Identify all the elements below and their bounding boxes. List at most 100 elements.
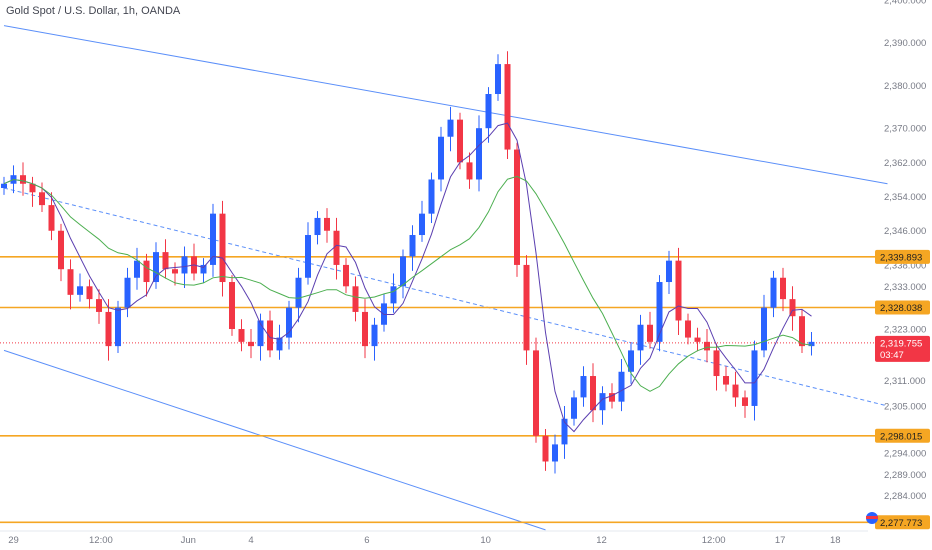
candle-body xyxy=(314,217,321,236)
candle xyxy=(143,253,150,297)
candle xyxy=(115,300,121,353)
level-price-tag: 2,277.773 xyxy=(875,515,930,530)
price-tags: 2,339.893 2,328.038 2,298.015 2,277.773 2,31… xyxy=(875,249,930,530)
candle xyxy=(210,203,216,277)
channel-mid-line xyxy=(3,187,888,407)
candle-body xyxy=(305,235,311,278)
candle-body xyxy=(618,371,625,402)
candle xyxy=(153,242,159,289)
x-tick-label: 18 xyxy=(830,535,841,546)
x-tick-label: 12:00 xyxy=(89,535,113,546)
candle-body xyxy=(390,286,397,304)
candle-body xyxy=(105,311,112,347)
candle-body xyxy=(713,350,720,377)
candle xyxy=(466,152,473,189)
candle-body xyxy=(134,260,140,278)
candle-body xyxy=(267,320,273,351)
candle xyxy=(457,112,463,170)
candle xyxy=(257,313,264,361)
candle xyxy=(770,270,777,318)
time-axis[interactable]: 29 12:00 Jun 4 6 10 12 12:00 17 18 xyxy=(8,535,840,546)
candle-body xyxy=(229,282,235,330)
candle xyxy=(362,299,368,359)
x-tick-label: 12 xyxy=(596,535,607,546)
candle-body xyxy=(77,286,83,295)
candle xyxy=(732,371,739,407)
candle-body xyxy=(457,119,463,163)
y-tick-label: 2,400.000 xyxy=(884,0,926,7)
channel-upper-line xyxy=(3,25,888,185)
level-tag-label: 2,339.893 xyxy=(880,252,922,263)
candle-body xyxy=(761,307,767,351)
candle-body xyxy=(257,320,264,347)
candle xyxy=(780,267,786,312)
candle-body xyxy=(685,320,691,338)
level-price-tag: 2,339.893 xyxy=(875,249,930,264)
x-tick-label: 17 xyxy=(775,535,786,546)
candle xyxy=(514,142,520,277)
candle xyxy=(105,299,112,361)
candle-body xyxy=(419,213,425,236)
candle-body xyxy=(343,264,349,287)
logo-icon xyxy=(866,512,878,524)
candle-body xyxy=(153,252,159,283)
candle xyxy=(48,192,55,241)
candle-body xyxy=(219,213,226,283)
candle-body xyxy=(742,397,748,406)
candle-body xyxy=(751,350,758,406)
candle-body xyxy=(48,205,55,231)
candle xyxy=(485,87,492,143)
candle-body xyxy=(704,341,710,351)
candle xyxy=(96,289,102,324)
candle-body xyxy=(504,64,511,150)
y-tick-label: 2,362.000 xyxy=(884,158,926,169)
candle xyxy=(666,250,672,294)
candle-body xyxy=(333,230,340,265)
candle-body xyxy=(514,149,520,265)
candlesticks xyxy=(1,51,815,474)
candle xyxy=(542,429,549,471)
candle xyxy=(647,311,653,349)
last-price-countdown: 03:47 xyxy=(880,350,904,361)
candle xyxy=(685,313,691,345)
candle xyxy=(191,243,197,281)
candle xyxy=(77,273,83,302)
candle xyxy=(229,275,235,336)
y-tick-label: 2,354.000 xyxy=(884,192,926,203)
y-tick-label: 2,380.000 xyxy=(884,81,926,92)
slow-moving-average xyxy=(3,175,812,392)
candle xyxy=(409,225,416,271)
candle xyxy=(333,217,340,280)
candle-body xyxy=(628,350,634,372)
candle-body xyxy=(694,337,701,342)
candle xyxy=(305,222,311,285)
candle-body xyxy=(571,397,577,419)
candle-body xyxy=(96,299,102,312)
candle-body xyxy=(371,324,378,347)
candle-body xyxy=(428,179,435,214)
candle xyxy=(295,267,302,323)
candle xyxy=(789,286,796,331)
candle xyxy=(181,246,188,289)
candle-body xyxy=(770,277,777,308)
candle xyxy=(552,434,558,474)
candle xyxy=(533,337,539,443)
candle-body xyxy=(324,217,330,231)
candle-body xyxy=(238,329,245,342)
candle xyxy=(86,279,93,309)
level-tag-label: 2,277.773 xyxy=(880,518,922,529)
price-axis[interactable]: 2,400.000 2,390.000 2,380.000 2,370.000 2,36… xyxy=(884,0,926,502)
candle-body xyxy=(248,341,254,347)
candle xyxy=(590,363,596,423)
candle-body xyxy=(656,282,663,342)
candle xyxy=(400,249,406,299)
candle-body xyxy=(67,269,74,295)
candle-body xyxy=(276,337,283,351)
x-tick-label: 4 xyxy=(248,535,253,546)
candle-body xyxy=(124,277,131,308)
candle-body xyxy=(561,418,568,445)
candle xyxy=(324,208,330,243)
candle xyxy=(390,273,397,313)
candle xyxy=(134,247,140,290)
